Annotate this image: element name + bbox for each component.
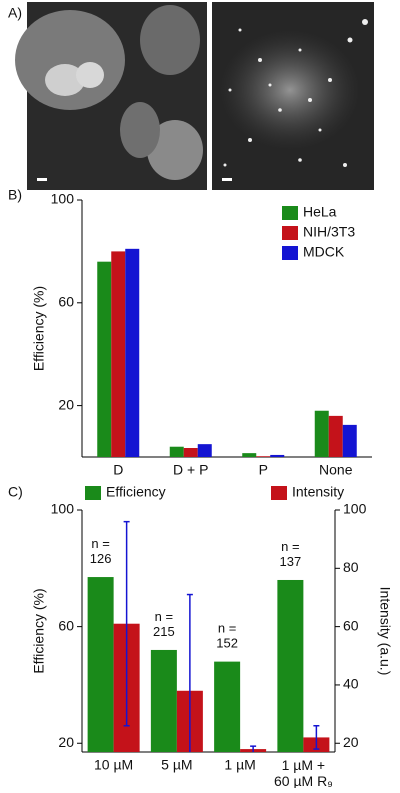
legend-label: Intensity — [292, 484, 344, 500]
x-tick-label: D — [113, 462, 123, 478]
x-tick-label: 1 µM — [224, 757, 255, 773]
x-tick-label: None — [319, 462, 353, 478]
annotation: n = 215 — [153, 609, 175, 639]
bar — [197, 444, 212, 457]
y-tick-label: 100 — [51, 501, 75, 517]
y2-tick-label: 100 — [343, 501, 367, 517]
y2-axis-label: Intensity (a.u.) — [377, 587, 393, 676]
x-tick-label: P — [259, 462, 268, 478]
bar — [256, 456, 271, 457]
panel-label: A) — [8, 5, 22, 21]
bar — [111, 251, 126, 457]
bar — [277, 579, 304, 752]
bar — [150, 649, 177, 752]
annotation: n = 126 — [90, 536, 112, 566]
annotation: n = 137 — [280, 539, 302, 569]
x-tick-label: 1 µM +60 µM R₉ — [274, 757, 333, 788]
legend-swatch — [271, 486, 287, 500]
bar — [169, 446, 184, 457]
bar — [242, 453, 257, 457]
bar — [270, 454, 285, 457]
bar — [342, 424, 357, 457]
y-axis-label: Efficiency (%) — [31, 588, 47, 673]
legend-swatch — [282, 246, 298, 260]
bar — [314, 410, 329, 457]
y-tick-label: 20 — [58, 396, 74, 412]
y-tick-label: 100 — [51, 191, 75, 207]
bar — [183, 448, 198, 457]
y-axis-label: Efficiency (%) — [31, 286, 47, 371]
legend-swatch — [85, 486, 101, 500]
legend-swatch — [282, 226, 298, 240]
y2-tick-label: 80 — [343, 559, 359, 575]
bar — [214, 661, 241, 752]
y-tick-label: 60 — [58, 617, 74, 633]
x-tick-label: 5 µM — [161, 757, 192, 773]
legend-label: NIH/3T3 — [303, 224, 355, 240]
bar — [87, 577, 114, 752]
legend-label: MDCK — [303, 244, 345, 260]
x-tick-label: D + P — [173, 462, 208, 478]
bar — [328, 415, 343, 457]
y2-tick-label: 60 — [343, 617, 359, 633]
legend-swatch — [282, 206, 298, 220]
legend-label: Efficiency — [106, 484, 166, 500]
y-tick-label: 20 — [58, 734, 74, 750]
micrograph-right — [212, 2, 374, 190]
panel-label: B) — [8, 187, 22, 203]
micrograph-left — [15, 2, 207, 190]
bar — [97, 261, 112, 457]
y2-tick-label: 20 — [343, 734, 359, 750]
bar — [125, 248, 140, 457]
x-tick-label: 10 µM — [94, 757, 133, 773]
legend-label: HeLa — [303, 204, 337, 220]
panel-label: C) — [8, 484, 23, 500]
y-tick-label: 60 — [58, 294, 74, 310]
annotation: n = 152 — [216, 621, 238, 651]
y2-tick-label: 40 — [343, 676, 359, 692]
